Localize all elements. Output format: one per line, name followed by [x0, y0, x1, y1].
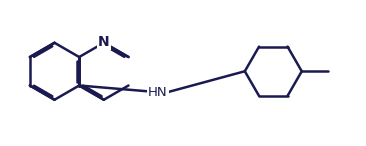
Text: HN: HN [148, 86, 168, 99]
Text: N: N [98, 35, 110, 49]
